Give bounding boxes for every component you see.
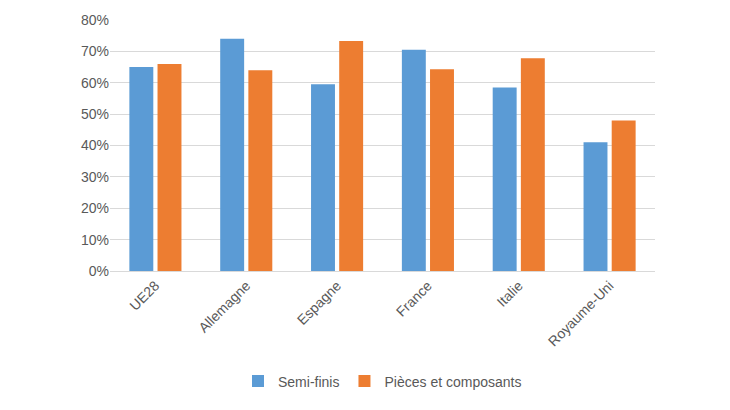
svg-text:40%: 40% [81, 137, 109, 153]
svg-text:Pièces et composants: Pièces et composants [384, 374, 521, 390]
svg-text:Allemagne: Allemagne [195, 277, 253, 335]
svg-text:0%: 0% [89, 263, 109, 279]
svg-text:50%: 50% [81, 106, 109, 122]
svg-text:Espagne: Espagne [294, 277, 345, 328]
svg-text:20%: 20% [81, 200, 109, 216]
svg-text:UE28: UE28 [126, 277, 162, 313]
svg-text:60%: 60% [81, 75, 109, 91]
svg-text:80%: 80% [81, 12, 109, 28]
svg-text:France: France [393, 277, 435, 319]
svg-text:30%: 30% [81, 169, 109, 185]
svg-text:10%: 10% [81, 232, 109, 248]
svg-text:Royaume-Uni: Royaume-Uni [545, 278, 617, 350]
svg-text:70%: 70% [81, 43, 109, 59]
svg-text:Semi-finis: Semi-finis [278, 374, 339, 390]
svg-text:Italie: Italie [494, 277, 526, 309]
